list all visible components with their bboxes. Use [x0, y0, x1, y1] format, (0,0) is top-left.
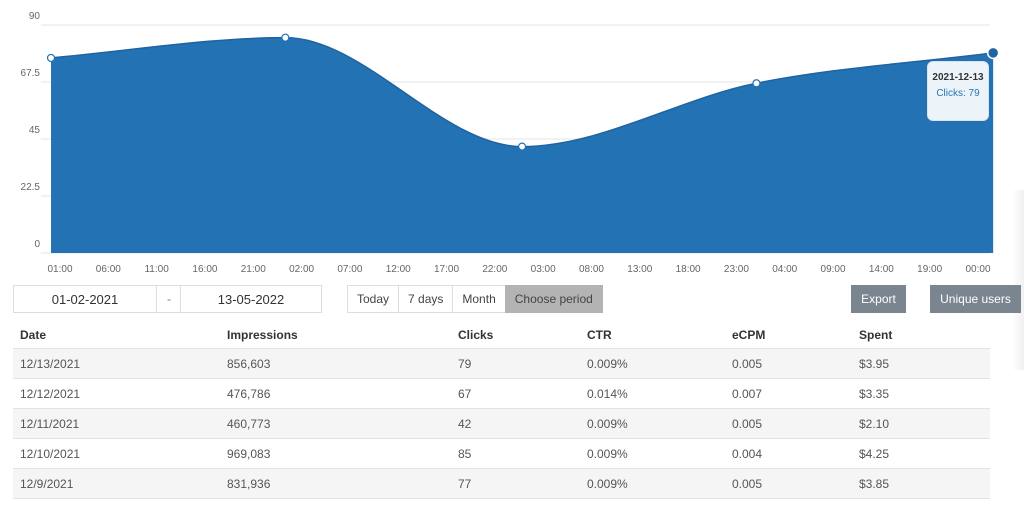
cell-date: 12/12/2021 [20, 387, 81, 401]
x-tick-label: 06:00 [96, 264, 121, 275]
scroll-edge-shadow [1012, 190, 1024, 370]
export-button[interactable]: Export [851, 285, 906, 313]
cell-ctr: 0.009% [587, 357, 628, 371]
header-impressions: Impressions [227, 328, 298, 342]
cell-spent: $3.95 [859, 357, 890, 371]
header-clicks: Clicks [458, 328, 494, 342]
data-point[interactable] [46, 53, 56, 63]
cell-date: 12/9/2021 [20, 477, 74, 491]
x-tick-label: 11:00 [144, 264, 169, 275]
cell-date: 12/11/2021 [20, 417, 80, 431]
cell-clicks: 85 [458, 447, 472, 461]
cell-clicks: 67 [458, 387, 472, 401]
cell-date: 12/10/2021 [20, 447, 81, 461]
x-tick-label: 22:00 [482, 264, 507, 275]
cell-impressions: 831,936 [227, 477, 271, 491]
chart-tooltip: 2021-12-13 Clicks: 79 [927, 61, 989, 121]
cell-impressions: 476,786 [227, 387, 271, 401]
x-tick-label: 17:00 [434, 264, 459, 275]
cell-spent: $3.85 [859, 477, 890, 491]
header-ctr: CTR [587, 328, 612, 342]
header-date: Date [20, 328, 47, 342]
stats-table: Date Impressions Clicks CTR eCPM Spent 1… [13, 321, 990, 499]
header-spent: Spent [859, 328, 893, 342]
date-separator: - [157, 285, 181, 313]
tooltip-value: Clicks: 79 [936, 88, 980, 99]
x-tick-label: 02:00 [289, 264, 314, 275]
filter-bar: - Today 7 days Month Choose period Expor… [0, 285, 1024, 313]
x-tick-label: 19:00 [917, 264, 942, 275]
cell-clicks: 79 [458, 357, 472, 371]
cell-ctr: 0.014% [587, 387, 628, 401]
cell-spent: $3.35 [859, 387, 890, 401]
x-tick-label: 00:00 [965, 264, 990, 275]
cell-ctr: 0.009% [587, 417, 628, 431]
x-tick-label: 21:00 [241, 264, 266, 275]
table-row: 12/9/2021 831,936 77 0.009% 0.005 $3.85 [13, 469, 990, 499]
period-selector: Today 7 days Month Choose period [347, 285, 603, 313]
period-month-button[interactable]: Month [452, 285, 505, 313]
cell-ctr: 0.009% [587, 447, 628, 461]
cell-ecpm: 0.007 [732, 387, 763, 401]
cell-clicks: 77 [458, 477, 472, 491]
y-tick-label: 67.5 [21, 68, 41, 79]
cell-clicks: 42 [458, 417, 472, 431]
tooltip-date: 2021-12-13 [932, 72, 984, 83]
date-from-input[interactable] [13, 285, 157, 313]
x-tick-label: 13:00 [627, 264, 652, 275]
cell-spent: $4.25 [859, 447, 890, 461]
y-tick-label: 22.5 [21, 182, 41, 193]
data-point[interactable] [986, 46, 1000, 60]
table-row: 12/13/2021 856,603 79 0.009% 0.005 $3.95 [13, 349, 990, 379]
x-tick-label: 04:00 [772, 264, 797, 275]
table-row: 12/11/2021 460,773 42 0.009% 0.005 $2.10 [13, 409, 990, 439]
cell-ecpm: 0.005 [732, 357, 763, 371]
x-tick-label: 23:00 [724, 264, 749, 275]
period-7days-button[interactable]: 7 days [398, 285, 453, 313]
cell-ecpm: 0.004 [732, 447, 763, 461]
choose-period-button[interactable]: Choose period [504, 285, 603, 313]
date-to-input[interactable] [180, 285, 322, 313]
table-row: 12/12/2021 476,786 67 0.014% 0.007 $3.35 [13, 379, 990, 409]
cell-impressions: 460,773 [227, 417, 271, 431]
cell-date: 12/13/2021 [20, 357, 81, 371]
x-tick-label: 12:00 [386, 264, 411, 275]
x-tick-label: 07:00 [337, 264, 362, 275]
clicks-chart-svg: 90 67.5 45 22.5 0 01:00 06:00 11:00 16:00 21:00 02… [21, 11, 1000, 275]
unique-users-button[interactable]: Unique users [930, 285, 1021, 313]
clicks-area [51, 37, 994, 253]
table-row: 12/10/2021 969,083 85 0.009% 0.004 $4.25 [13, 439, 990, 469]
cell-ctr: 0.009% [587, 477, 628, 491]
y-tick-label: 45 [29, 125, 41, 136]
cell-impressions: 856,603 [227, 357, 271, 371]
table-header: Date Impressions Clicks CTR eCPM Spent [13, 321, 990, 349]
cell-impressions: 969,083 [227, 447, 271, 461]
x-tick-label: 18:00 [676, 264, 701, 275]
header-ecpm: eCPM [732, 328, 766, 342]
x-tick-label: 01:00 [47, 264, 72, 275]
cell-ecpm: 0.005 [732, 477, 763, 491]
data-point[interactable] [752, 79, 761, 88]
period-today-button[interactable]: Today [347, 285, 399, 313]
x-tick-label: 03:00 [531, 264, 556, 275]
y-tick-label: 90 [29, 11, 41, 22]
clicks-chart: 90 67.5 45 22.5 0 01:00 06:00 11:00 16:00 21:00 02… [21, 11, 1000, 275]
x-tick-label: 16:00 [192, 264, 217, 275]
x-tick-label: 14:00 [869, 264, 894, 275]
cell-ecpm: 0.005 [732, 417, 763, 431]
data-point[interactable] [281, 33, 290, 42]
x-tick-label: 09:00 [821, 264, 846, 275]
cell-spent: $2.10 [859, 417, 890, 431]
x-tick-label: 08:00 [579, 264, 604, 275]
y-tick-label: 0 [34, 239, 40, 250]
data-point[interactable] [517, 142, 527, 151]
